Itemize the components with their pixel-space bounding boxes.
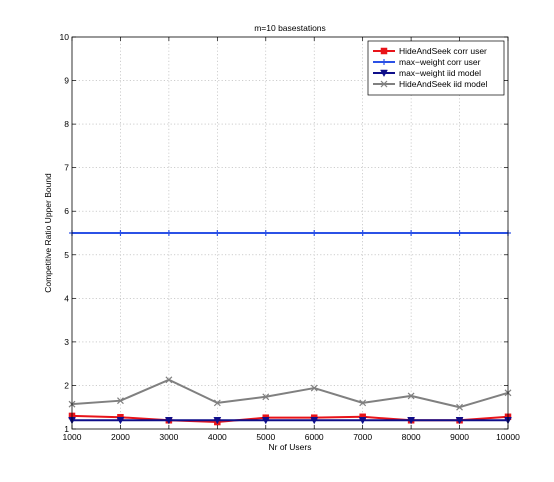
x-tick-label: 8000 xyxy=(402,432,421,442)
x-tick-label: 1000 xyxy=(63,432,82,442)
series-1 xyxy=(69,230,511,236)
x-tick-label: 2000 xyxy=(111,432,130,442)
data-point xyxy=(359,230,366,236)
y-tick-label: 5 xyxy=(64,250,69,260)
data-point xyxy=(310,384,318,392)
data-point xyxy=(164,417,173,425)
chart-title: m=10 basestations xyxy=(254,23,326,33)
x-tick-label: 6000 xyxy=(305,432,324,442)
y-tick-label: 1 xyxy=(64,424,69,434)
x-tick-label: 5000 xyxy=(256,432,275,442)
marker-stroke xyxy=(165,376,173,384)
data-point xyxy=(213,417,222,425)
legend-marker xyxy=(381,59,387,65)
x-tick-label: 3000 xyxy=(159,432,178,442)
marker-stroke xyxy=(310,384,318,392)
data-point xyxy=(310,417,319,425)
x-tick-label: 9000 xyxy=(450,432,469,442)
series-2 xyxy=(68,417,512,425)
data-point xyxy=(456,403,463,411)
plot-frame xyxy=(71,36,509,430)
data-point xyxy=(456,230,463,236)
series-layer xyxy=(68,230,512,426)
legend-entry: max−weight iid model xyxy=(373,68,481,78)
data-point xyxy=(117,230,124,236)
legend-marker xyxy=(380,47,388,55)
marker-stroke xyxy=(117,397,124,405)
data-point xyxy=(407,417,416,425)
data-point xyxy=(165,376,173,384)
x-tick-label: 4000 xyxy=(208,432,227,442)
legend-marker xyxy=(380,69,388,78)
data-point xyxy=(455,417,464,425)
legend-entry: HideAndSeek corr user xyxy=(373,46,487,56)
marker-stroke xyxy=(380,80,388,88)
data-point xyxy=(359,399,367,407)
data-point xyxy=(262,230,269,236)
data-point xyxy=(214,230,221,236)
data-point xyxy=(408,230,415,236)
tick-layer: 1000 2000 3000 4000 5000 6000 7000 8000 9000 1000… xyxy=(60,32,521,442)
data-point xyxy=(116,417,125,425)
data-point xyxy=(261,417,270,425)
data-point xyxy=(213,399,221,407)
y-tick-label: 4 xyxy=(64,293,69,303)
data-point xyxy=(165,230,172,236)
y-axis-label: Competitive Ratio Upper Bound xyxy=(43,173,53,293)
series-3 xyxy=(68,376,512,411)
data-point xyxy=(358,417,367,425)
y-tick-label: 8 xyxy=(64,119,69,129)
legend-marker xyxy=(380,80,388,88)
y-tick-label: 3 xyxy=(64,337,69,347)
marker-stroke xyxy=(213,399,221,407)
data-point xyxy=(311,230,318,236)
x-tick-label: 10000 xyxy=(496,432,520,442)
y-tick-label: 9 xyxy=(64,76,69,86)
legend-entry: HideAndSeek iid model xyxy=(373,79,487,89)
marker-stroke xyxy=(262,393,270,401)
legend-label: HideAndSeek iid model xyxy=(399,79,487,89)
legend-label: HideAndSeek corr user xyxy=(399,46,487,56)
marker-stroke xyxy=(456,403,463,411)
y-tick-label: 10 xyxy=(60,32,70,42)
marker-stroke xyxy=(407,392,415,400)
legend-label: max−weight iid model xyxy=(399,68,481,78)
legend-label: max−weight corr user xyxy=(399,57,481,67)
legend-entry: max−weight corr user xyxy=(373,57,481,67)
data-point xyxy=(407,392,415,400)
grid xyxy=(72,37,508,429)
x-axis-label: Nr of Users xyxy=(269,442,312,452)
x-tick-label: 7000 xyxy=(353,432,372,442)
y-tick-label: 7 xyxy=(64,163,69,173)
y-tick-label: 6 xyxy=(64,206,69,216)
y-tick-label: 2 xyxy=(64,380,69,390)
series-line xyxy=(71,378,509,409)
marker-stroke xyxy=(359,399,367,407)
data-point xyxy=(117,397,124,405)
series-0 xyxy=(68,412,512,426)
data-point xyxy=(262,393,270,401)
